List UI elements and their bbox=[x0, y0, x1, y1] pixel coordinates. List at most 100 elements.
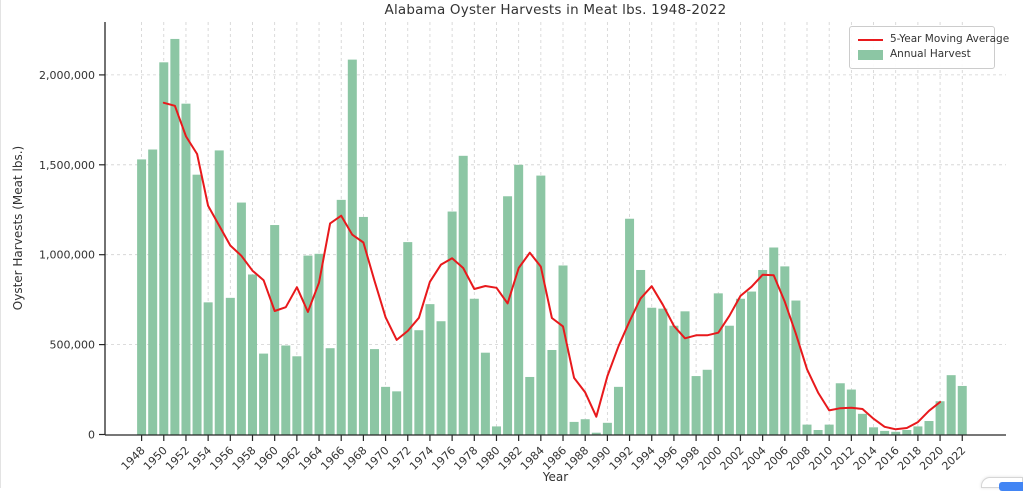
bar-1970 bbox=[381, 386, 391, 435]
bar-1991 bbox=[613, 386, 623, 435]
bar-2019 bbox=[924, 421, 934, 435]
x-tick-label: 2010 bbox=[806, 444, 835, 473]
browser-overlay[interactable] bbox=[981, 477, 1023, 491]
bar-1953 bbox=[192, 174, 202, 435]
moving-average-line bbox=[162, 101, 942, 431]
x-tick-label: 1982 bbox=[496, 444, 525, 473]
bar-1981 bbox=[503, 196, 513, 435]
x-tick-label: 1964 bbox=[296, 444, 325, 473]
bar-1992 bbox=[625, 218, 635, 435]
bar-2013 bbox=[857, 413, 867, 435]
bar-1963 bbox=[303, 255, 313, 435]
x-tick-label: 1976 bbox=[429, 444, 458, 473]
bar-1993 bbox=[636, 269, 646, 435]
x-tick-label: 2020 bbox=[917, 444, 946, 473]
bar-1985 bbox=[547, 349, 557, 435]
bar-2004 bbox=[758, 269, 768, 435]
bar-2016 bbox=[891, 431, 901, 435]
bar-1949 bbox=[148, 149, 158, 435]
bar-2018 bbox=[913, 426, 923, 435]
legend-label-annual-harvest: Annual Harvest bbox=[890, 48, 971, 60]
bar-1971 bbox=[392, 391, 402, 435]
x-tick-label: 1958 bbox=[230, 444, 259, 473]
legend-item-annual-harvest: Annual Harvest bbox=[858, 47, 985, 62]
bar-2005 bbox=[769, 247, 779, 435]
bar-2022 bbox=[957, 385, 967, 435]
x-tick-label: 1954 bbox=[185, 444, 214, 473]
bar-1958 bbox=[248, 274, 257, 435]
y-tick-label: 0 bbox=[88, 429, 95, 442]
bar-1995 bbox=[658, 308, 668, 435]
x-tick-label: 1984 bbox=[518, 444, 547, 473]
x-tick-label: 2016 bbox=[873, 444, 902, 473]
bar-1983 bbox=[525, 376, 535, 435]
bar-1954 bbox=[203, 302, 213, 435]
bar-1997 bbox=[680, 311, 690, 435]
bar-1955 bbox=[214, 150, 224, 435]
x-tick-label: 1952 bbox=[163, 444, 192, 473]
bar-1996 bbox=[669, 325, 679, 435]
bar-1975 bbox=[436, 321, 446, 435]
bar-2002 bbox=[735, 298, 745, 435]
bar-1989 bbox=[591, 432, 601, 435]
bar-2001 bbox=[724, 325, 734, 435]
bar-1984 bbox=[536, 175, 546, 435]
x-tick-label: 2006 bbox=[762, 444, 791, 473]
x-tick-label: 2004 bbox=[740, 444, 769, 473]
bar-1973 bbox=[414, 330, 424, 435]
bar-1999 bbox=[702, 369, 712, 435]
x-tick-label: 2000 bbox=[695, 444, 724, 473]
bar-1964 bbox=[314, 253, 324, 435]
green-patch-swatch bbox=[858, 49, 883, 60]
bar-1998 bbox=[691, 376, 701, 435]
bar-1969 bbox=[369, 349, 379, 435]
y-tick-label: 1,000,000 bbox=[39, 249, 95, 262]
x-tick-label: 2008 bbox=[784, 444, 813, 473]
x-tick-label: 1950 bbox=[141, 444, 170, 473]
legend: 5-Year Moving Average Annual Harvest bbox=[849, 26, 1009, 69]
overlay-blue-button[interactable] bbox=[999, 482, 1023, 491]
bar-1979 bbox=[480, 352, 490, 435]
bar-1959 bbox=[259, 353, 269, 435]
bar-1982 bbox=[514, 164, 524, 436]
bar-1952 bbox=[181, 103, 191, 435]
bar-2008 bbox=[802, 424, 812, 435]
x-tick-label: 1980 bbox=[474, 444, 503, 473]
x-tick-label: 1990 bbox=[585, 444, 614, 473]
legend-label-moving-average: 5-Year Moving Average bbox=[890, 33, 1010, 45]
bar-1994 bbox=[647, 307, 657, 435]
bar-1956 bbox=[225, 297, 235, 435]
bar-2007 bbox=[791, 300, 801, 435]
bar-1961 bbox=[281, 345, 291, 435]
bar-1990 bbox=[602, 422, 612, 435]
bar-1965 bbox=[325, 348, 335, 435]
x-tick-label: 1966 bbox=[318, 444, 347, 473]
bar-2015 bbox=[880, 430, 890, 435]
bar-2021 bbox=[946, 375, 956, 435]
x-tick-label: 1978 bbox=[451, 444, 480, 473]
bar-1962 bbox=[292, 356, 302, 435]
bar-1968 bbox=[358, 216, 368, 435]
x-tick-label: 1998 bbox=[673, 444, 702, 473]
x-tick-label: 1960 bbox=[252, 444, 281, 473]
x-tick-label: 1996 bbox=[651, 444, 680, 473]
bar-1988 bbox=[580, 419, 590, 435]
bar-1957 bbox=[236, 202, 246, 435]
bar-2012 bbox=[846, 389, 856, 435]
x-tick-label: 2002 bbox=[718, 444, 747, 473]
y-tick-label: 2,000,000 bbox=[39, 69, 95, 82]
bar-1977 bbox=[458, 155, 468, 435]
bar-1976 bbox=[447, 211, 457, 435]
bar-2020 bbox=[935, 401, 945, 435]
bar-2010 bbox=[824, 424, 834, 435]
x-tick-label: 2014 bbox=[851, 444, 880, 473]
bar-1978 bbox=[469, 298, 479, 435]
bar-1948 bbox=[137, 159, 147, 435]
x-tick-label: 1956 bbox=[207, 444, 236, 473]
x-tick-label: 1970 bbox=[363, 444, 392, 473]
bar-2009 bbox=[813, 430, 823, 435]
x-tick-label: 1972 bbox=[385, 444, 414, 473]
red-line-swatch bbox=[858, 38, 883, 41]
bar-1986 bbox=[558, 265, 568, 435]
